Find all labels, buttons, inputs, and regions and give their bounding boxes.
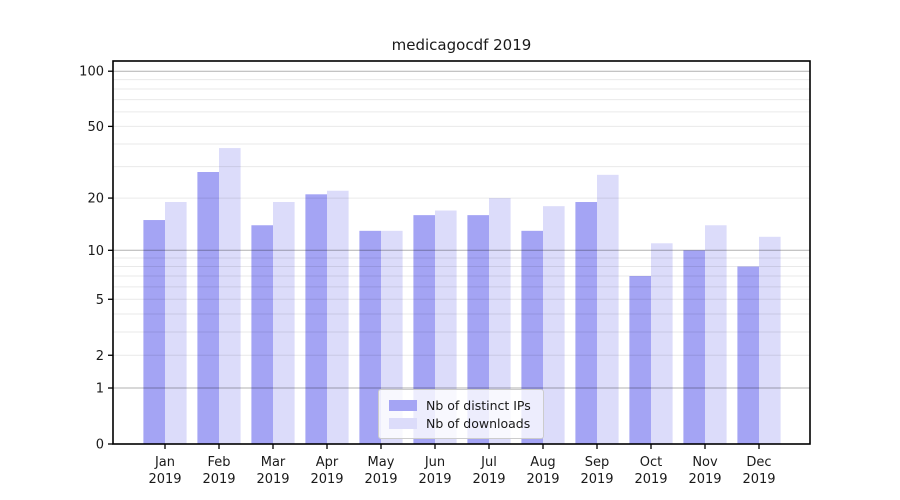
x-tick-label-jul-year: 2019 xyxy=(472,472,505,487)
x-tick-label-dec: Dec xyxy=(746,455,771,470)
y-tick-label-0: 0 xyxy=(96,438,104,453)
legend-swatch-distinct-ips xyxy=(389,399,417,411)
x-tick-label-feb-year: 2019 xyxy=(202,472,235,487)
legend-item-downloads: Nb of downloads xyxy=(389,414,533,432)
bar-sep-distinct-ips xyxy=(575,202,597,444)
bar-jan-downloads xyxy=(165,202,187,444)
x-tick-label-jun-year: 2019 xyxy=(418,472,451,487)
y-tick-label-5: 5 xyxy=(96,293,104,308)
axes-spines xyxy=(112,60,811,445)
bar-mar-downloads xyxy=(273,202,295,444)
bar-may-distinct-ips xyxy=(359,230,381,444)
x-tick-label-nov: Nov xyxy=(692,455,718,470)
y-tick-label-1: 1 xyxy=(96,382,104,397)
x-tick-label-nov-year: 2019 xyxy=(688,472,721,487)
x-tick-label-feb: Feb xyxy=(207,455,230,470)
x-tick-label-apr-year: 2019 xyxy=(310,472,343,487)
x-tick-label-aug: Aug xyxy=(530,455,555,470)
x-tick-label-mar: Mar xyxy=(261,455,286,470)
bar-apr-downloads xyxy=(327,190,349,444)
x-tick-label-dec-year: 2019 xyxy=(742,472,775,487)
bar-jan-distinct-ips xyxy=(143,220,165,444)
y-tick-label-10: 10 xyxy=(87,244,104,259)
bar-jul-distinct-ips xyxy=(467,215,489,444)
bar-aug-downloads xyxy=(543,206,565,444)
bar-dec-distinct-ips xyxy=(737,266,759,444)
x-tick-label-may: May xyxy=(368,455,395,470)
bar-sep-downloads xyxy=(597,174,619,444)
bar-jun-distinct-ips xyxy=(413,215,435,444)
x-tick-label-jul: Jul xyxy=(480,455,497,470)
legend-swatch-downloads xyxy=(389,417,417,429)
bar-jun-downloads xyxy=(435,210,457,444)
legend-label-distinct-ips: Nb of distinct IPs xyxy=(426,397,531,413)
x-tick-label-oct: Oct xyxy=(640,455,662,470)
x-tick-label-jan: Jan xyxy=(154,455,175,470)
bar-nov-distinct-ips xyxy=(683,250,705,444)
bar-nov-downloads xyxy=(705,225,727,444)
bar-oct-downloads xyxy=(651,243,673,444)
x-tick-label-may-year: 2019 xyxy=(364,472,397,487)
y-tick-label-2: 2 xyxy=(96,349,104,364)
legend: Nb of distinct IPs Nb of downloads xyxy=(378,389,544,439)
legend-item-distinct-ips: Nb of distinct IPs xyxy=(389,396,533,414)
x-tick-label-aug-year: 2019 xyxy=(526,472,559,487)
legend-label-downloads: Nb of downloads xyxy=(426,415,531,431)
bar-apr-distinct-ips xyxy=(305,194,327,444)
x-tick-label-jun: Jun xyxy=(424,455,445,470)
bar-oct-distinct-ips xyxy=(629,276,651,444)
y-tick-label-100: 100 xyxy=(79,65,104,80)
x-tick-label-apr: Apr xyxy=(316,455,339,470)
bar-feb-downloads xyxy=(219,148,241,444)
x-tick-label-sep: Sep xyxy=(585,455,610,470)
chart-title: medicagocdf 2019 xyxy=(391,36,532,54)
bar-feb-distinct-ips xyxy=(197,171,219,445)
x-tick-label-jan-year: 2019 xyxy=(148,472,181,487)
x-tick-label-oct-year: 2019 xyxy=(634,472,667,487)
y-tick-label-20: 20 xyxy=(87,192,104,207)
x-tick-label-mar-year: 2019 xyxy=(256,472,289,487)
y-tick-label-50: 50 xyxy=(87,120,104,135)
bar-jul-downloads xyxy=(489,198,511,444)
x-tick-label-sep-year: 2019 xyxy=(580,472,613,487)
bar-dec-downloads xyxy=(759,236,781,444)
bar-mar-distinct-ips xyxy=(251,225,273,444)
